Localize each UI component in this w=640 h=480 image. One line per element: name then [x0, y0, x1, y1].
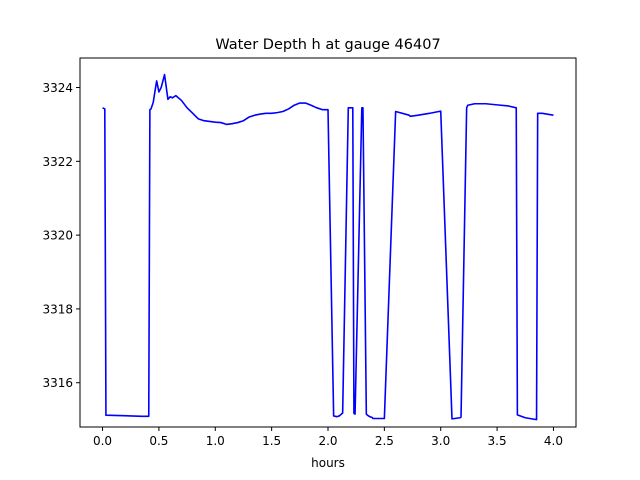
x-tick-label: 3.5 — [488, 434, 507, 448]
y-tick-label: 3320 — [42, 229, 73, 243]
chart-title: Water Depth h at gauge 46407 — [215, 37, 440, 53]
x-tick-label: 1.0 — [206, 434, 225, 448]
plot-area — [102, 73, 554, 421]
y-axis: 3316 3318 3320 3322 3324 — [42, 81, 80, 390]
x-tick-label: 2.5 — [375, 434, 394, 448]
y-tick-label: 3324 — [42, 81, 73, 95]
x-tick-label: 1.5 — [262, 434, 281, 448]
x-tick-label: 0.5 — [149, 434, 168, 448]
y-tick-label: 3322 — [42, 155, 73, 169]
y-tick-label: 3318 — [42, 302, 73, 316]
series-line-0 — [102, 73, 554, 421]
x-tick-label: 0.0 — [93, 434, 112, 448]
x-tick-label: 4.0 — [544, 434, 563, 448]
x-tick-label: 3.0 — [431, 434, 450, 448]
x-axis: 0.0 0.5 1.0 1.5 2.0 2.5 3.0 3.5 4.0 — [93, 427, 563, 448]
x-tick-label: 2.0 — [318, 434, 337, 448]
y-tick-label: 3316 — [42, 376, 73, 390]
x-axis-label: hours — [311, 456, 345, 470]
